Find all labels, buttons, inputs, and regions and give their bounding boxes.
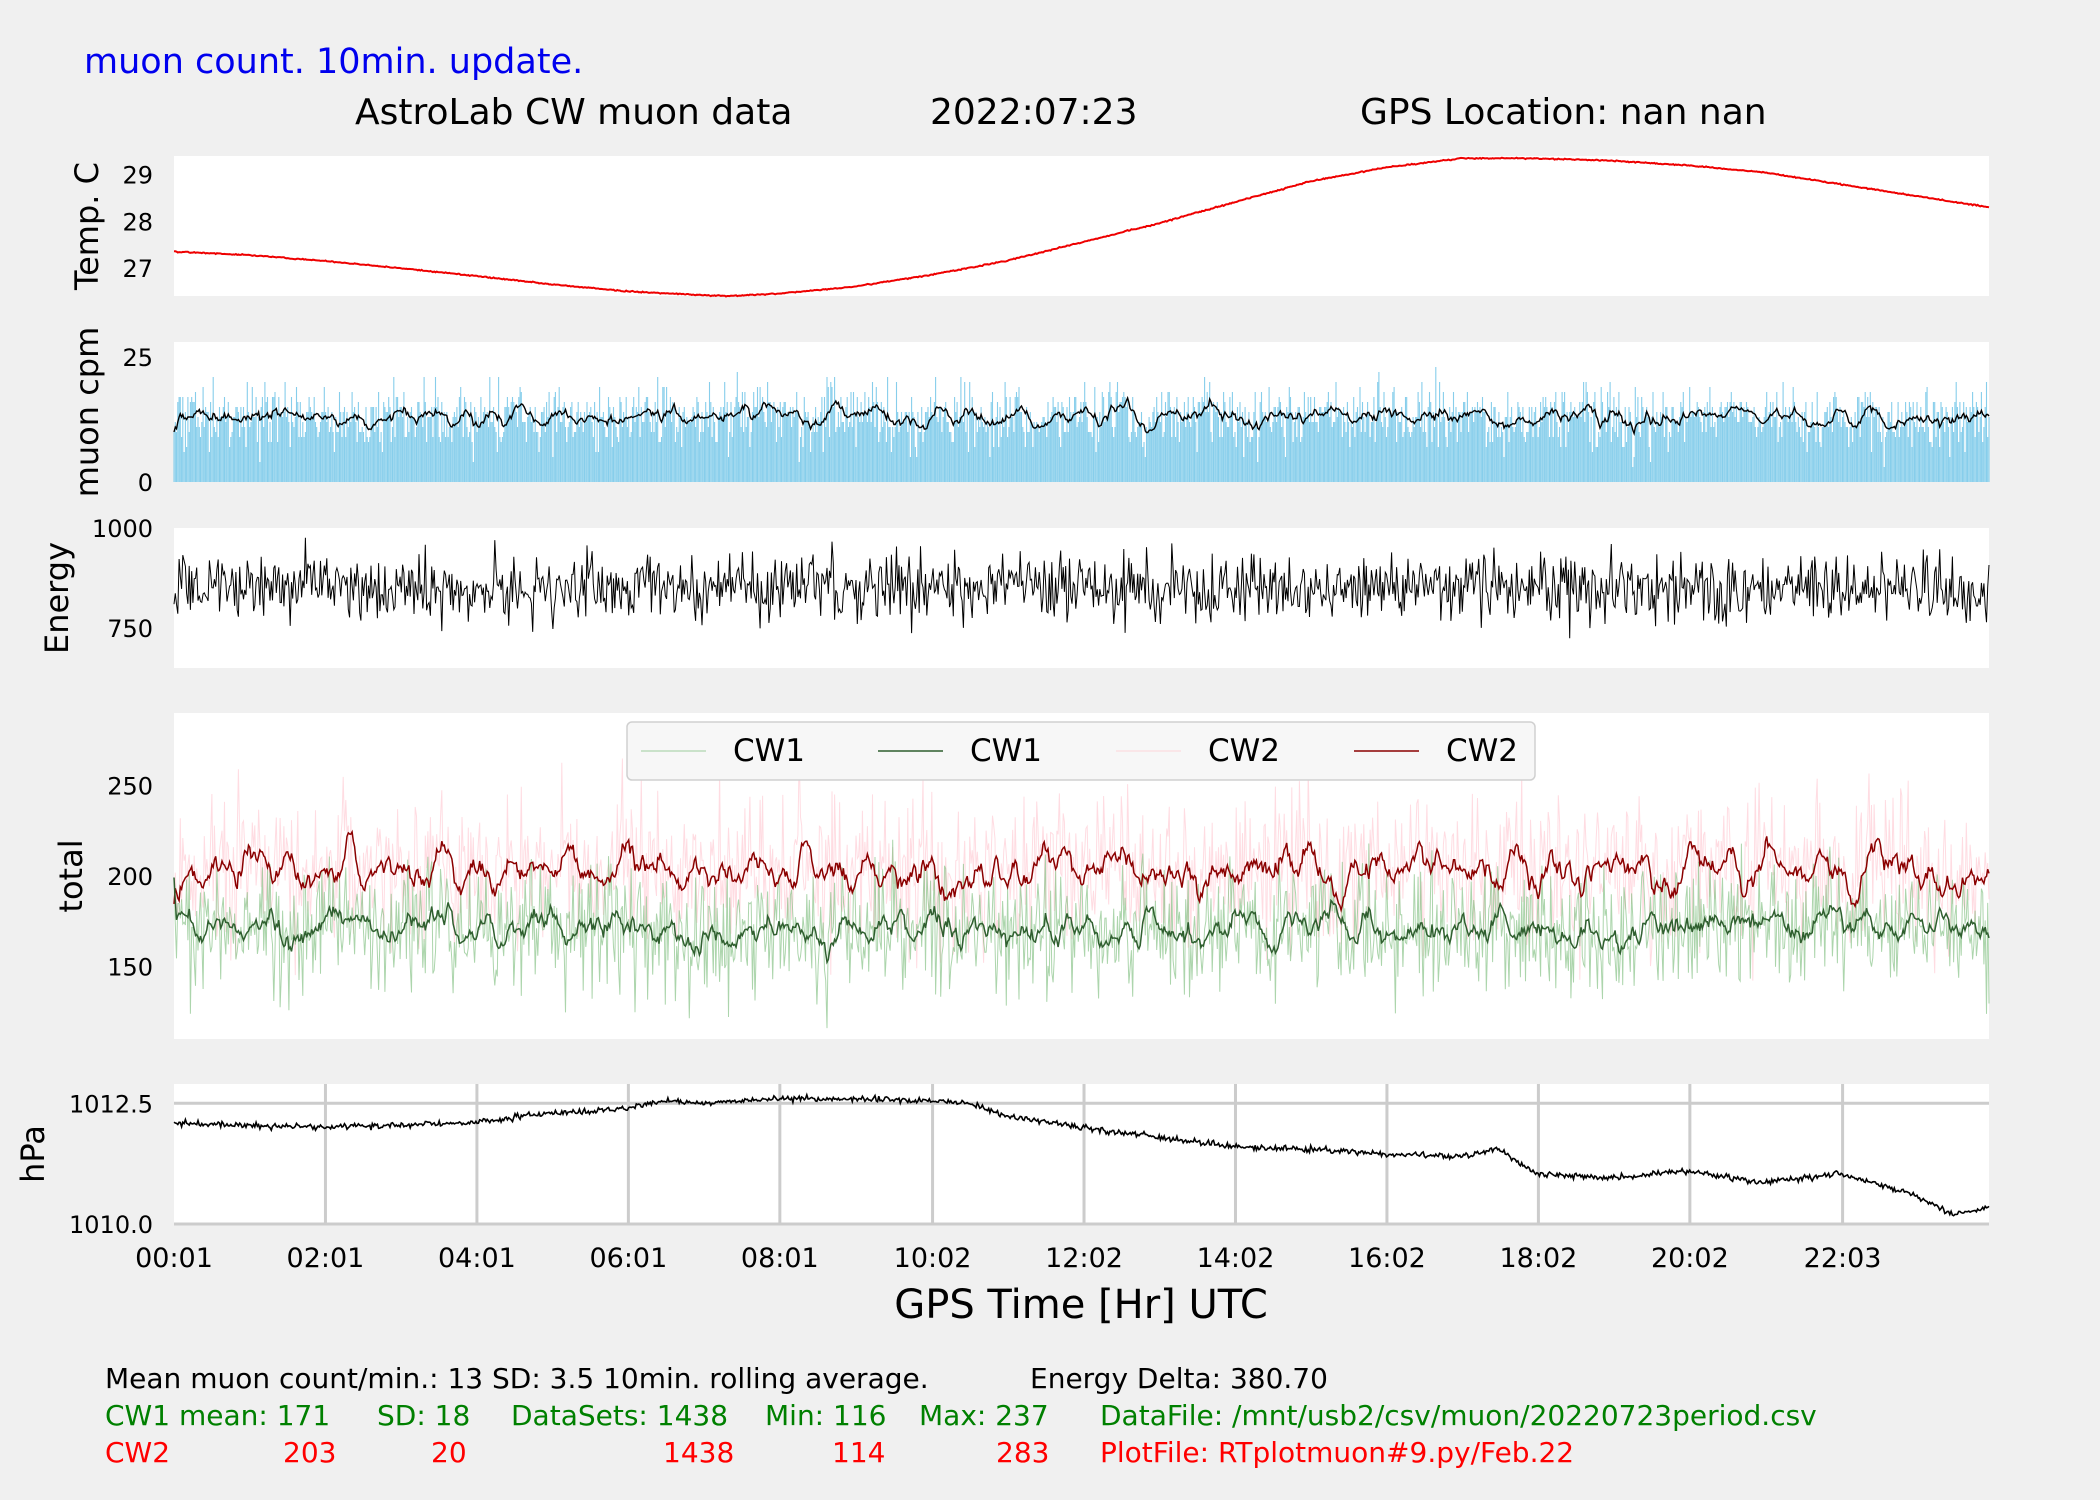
cw1-sd: SD: 18 [377,1399,471,1432]
total-ytick-0: 150 [107,954,153,982]
chart-title: AstroLab CW muon data [355,92,792,133]
temp-ytick-1: 28 [122,208,153,236]
x-tick-5: 10:02 [894,1243,972,1274]
muon-ytick-1: 25 [122,344,153,372]
cw1-max: Max: 237 [919,1399,1049,1432]
cw2-plotfile: PlotFile: RTplotmuon#9.py/Feb.22 [1100,1436,1575,1469]
cw1-raw-line [173,839,1990,1029]
cw2-sd: 20 [431,1436,467,1469]
gps-location: GPS Location: nan nan [1360,92,1767,133]
x-tick-6: 12:02 [1045,1243,1123,1274]
pressure-ytick-0: 1010.0 [69,1211,153,1239]
cw1-mean: CW1 mean: 171 [105,1399,331,1432]
cw2-label: CW2 [105,1436,171,1469]
legend-label-cw1-raw: CW1 [733,733,805,769]
x-tick-7: 14:02 [1197,1243,1275,1274]
muon-ytick-0: 0 [138,469,153,497]
x-tick-10: 20:02 [1651,1243,1729,1274]
muon-bars [173,367,1990,482]
muon-ylabel: muon cpm [68,327,106,498]
pressure-ytick-1: 1012.5 [69,1090,153,1118]
cw1-rolling-average [173,877,1990,965]
cw2-rolling-average [173,829,1990,913]
stats-energy-delta: Energy Delta: 380.70 [1030,1362,1328,1395]
x-tick-0: 00:01 [135,1243,213,1274]
pressure-grid [174,1084,1989,1226]
legend-label-cw2-raw: CW2 [1208,733,1280,769]
update-note: muon count. 10min. update. [84,42,583,82]
cw2-min: 114 [832,1436,886,1469]
energy-ylabel: Energy [38,542,76,654]
x-tick-11: 22:03 [1804,1243,1882,1274]
cw2-mean: 203 [283,1436,337,1469]
temp-panel [174,156,1989,296]
total-ytick-1: 200 [107,863,153,891]
muon-bar-series [173,367,1990,482]
cw1-datasets: DataSets: 1438 [511,1399,729,1432]
temp-ytick-2: 29 [122,162,153,190]
cw1-min: Min: 116 [765,1399,887,1432]
temp-ylabel: Temp. C [68,162,106,291]
chart-date: 2022:07:23 [930,92,1138,133]
x-tick-8: 16:02 [1348,1243,1426,1274]
x-tick-4: 08:01 [741,1243,819,1274]
pressure-line [173,1092,1990,1217]
total-ytick-2: 250 [107,772,153,800]
x-tick-2: 04:01 [438,1243,516,1274]
pressure-ylabel: hPa [14,1125,52,1183]
legend: CW1 CW1 CW2 CW2 [626,721,1536,781]
legend-label-cw1-avg: CW1 [970,733,1042,769]
temp-line [173,156,1990,298]
cw2-datasets: 1438 [663,1436,735,1469]
muon-rolling-average [173,395,1990,437]
cw1-datafile: DataFile: /mnt/usb2/csv/muon/20220723per… [1100,1399,1817,1432]
x-tick-1: 02:01 [287,1243,365,1274]
x-tick-3: 06:01 [589,1243,667,1274]
energy-ytick-1: 1000 [92,515,153,543]
pressure-panel [174,1084,1989,1224]
energy-ytick-0: 750 [107,615,153,643]
x-axis-label: GPS Time [Hr] UTC [894,1282,1268,1328]
total-ylabel: total [52,839,90,912]
x-tick-9: 18:02 [1499,1243,1577,1274]
legend-label-cw2-avg: CW2 [1446,733,1518,769]
energy-line [173,537,1990,639]
cw2-max: 283 [996,1436,1050,1469]
stats-mean-text: Mean muon count/min.: 13 SD: 3.5 10min. … [105,1362,929,1395]
temp-ytick-0: 27 [122,255,153,283]
legend-box [626,721,1536,781]
